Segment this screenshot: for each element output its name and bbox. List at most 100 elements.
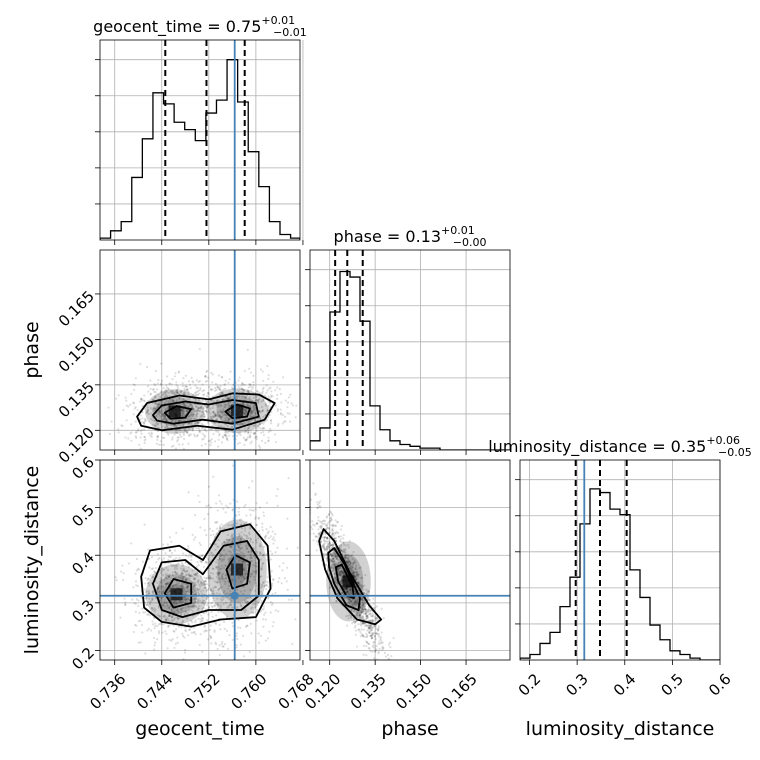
sample-point xyxy=(174,420,177,423)
sample-point xyxy=(209,388,213,391)
x-tick-label: 0.2 xyxy=(515,670,545,700)
sample-point xyxy=(203,428,206,431)
sample-point xyxy=(222,598,225,601)
sample-point xyxy=(172,558,175,561)
sample-point xyxy=(196,434,199,437)
sample-point xyxy=(174,609,177,612)
sample-point xyxy=(192,573,195,576)
sample-point xyxy=(158,404,161,407)
sample-point xyxy=(253,418,256,421)
sample-point xyxy=(361,576,364,579)
sample-point xyxy=(186,612,189,615)
sample-point xyxy=(148,590,151,593)
sample-point xyxy=(355,600,358,603)
sample-point xyxy=(183,586,186,590)
sample-point xyxy=(343,588,346,591)
sample-point xyxy=(153,402,156,405)
sample-point xyxy=(328,542,331,545)
sample-point xyxy=(219,604,222,607)
sample-point xyxy=(193,597,196,600)
sample-point xyxy=(168,382,172,385)
sample-point xyxy=(329,544,332,547)
sample-point xyxy=(130,542,133,545)
sample-point xyxy=(334,555,337,558)
sample-point xyxy=(145,589,149,593)
sample-point xyxy=(342,573,346,576)
sample-point xyxy=(195,426,198,430)
sample-point xyxy=(351,566,354,570)
sample-point xyxy=(156,591,159,594)
sample-point xyxy=(215,527,218,530)
sample-point xyxy=(174,424,177,427)
sample-point xyxy=(199,575,203,578)
sample-point xyxy=(164,394,167,397)
sample-point xyxy=(213,585,217,588)
sample-point xyxy=(153,570,156,573)
sample-point xyxy=(368,619,371,622)
sample-point xyxy=(361,596,364,599)
sample-point xyxy=(345,589,348,592)
sample-point xyxy=(178,396,181,400)
sample-point xyxy=(220,575,223,578)
sample-point xyxy=(237,575,240,579)
sample-point xyxy=(157,378,160,382)
sample-point xyxy=(179,391,182,394)
sample-point xyxy=(333,566,336,569)
sample-point xyxy=(243,505,246,508)
sample-point xyxy=(351,598,355,601)
sample-point xyxy=(152,636,156,640)
sample-point xyxy=(260,405,264,409)
sample-point xyxy=(348,587,352,591)
sample-point xyxy=(323,549,327,552)
sample-point xyxy=(232,464,235,467)
sample-point xyxy=(231,419,234,423)
sample-point xyxy=(164,408,167,411)
sample-point xyxy=(235,644,238,647)
sample-point xyxy=(333,554,337,557)
title-sub: −0.01 xyxy=(273,26,307,39)
sample-point xyxy=(153,405,156,408)
sample-point xyxy=(264,537,267,540)
sample-point xyxy=(330,564,333,567)
sample-point xyxy=(218,387,221,390)
sample-point xyxy=(262,415,265,419)
sample-point xyxy=(201,410,204,413)
sample-point xyxy=(259,552,262,556)
sample-point xyxy=(251,541,254,544)
sample-point xyxy=(163,601,166,604)
sample-point xyxy=(181,527,184,530)
sample-point xyxy=(181,584,185,587)
sample-point xyxy=(246,402,249,405)
sample-point xyxy=(173,549,177,552)
sample-point xyxy=(326,537,329,540)
sample-point xyxy=(156,586,160,590)
sample-point xyxy=(153,610,156,613)
sample-point xyxy=(173,433,176,436)
sample-point xyxy=(362,628,365,631)
sample-point xyxy=(252,405,255,408)
sample-point xyxy=(368,647,371,650)
sample-point xyxy=(191,605,194,608)
sample-point xyxy=(170,445,174,448)
sample-point xyxy=(252,381,255,384)
sample-point xyxy=(169,391,172,394)
sample-point xyxy=(236,423,239,426)
sample-point xyxy=(251,480,254,483)
sample-point xyxy=(339,570,342,573)
sample-point xyxy=(253,406,256,410)
sample-point xyxy=(155,561,158,564)
sample-point xyxy=(124,396,127,399)
sample-point xyxy=(332,543,335,546)
sample-point xyxy=(245,403,248,406)
sample-point xyxy=(221,572,225,575)
sample-point xyxy=(165,602,168,605)
sample-point xyxy=(362,607,366,610)
sample-point xyxy=(146,613,149,616)
sample-point xyxy=(268,387,271,390)
sample-point xyxy=(175,621,178,624)
sample-point xyxy=(262,618,265,621)
sample-point xyxy=(248,436,252,439)
sample-point xyxy=(253,403,256,406)
sample-point xyxy=(187,547,190,550)
sample-point xyxy=(140,432,143,435)
